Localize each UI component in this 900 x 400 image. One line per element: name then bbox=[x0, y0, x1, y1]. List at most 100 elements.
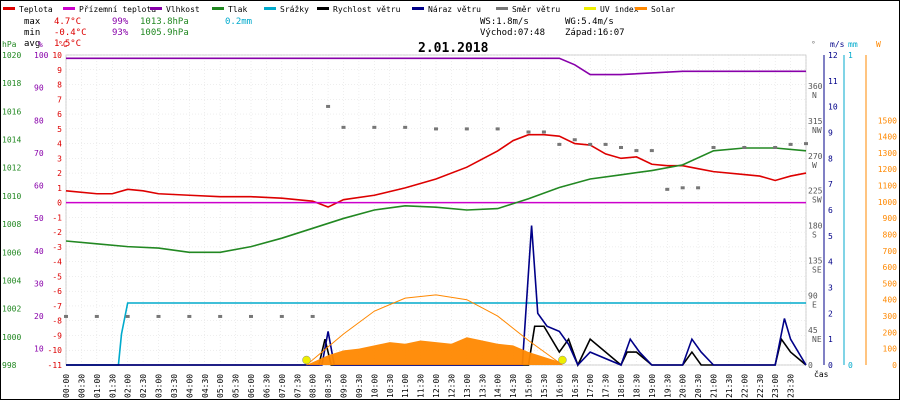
axis-tick-time: 05:00 bbox=[216, 374, 225, 398]
axis-tick-hpa: 1016 bbox=[2, 107, 21, 116]
axis-tick-ms: 6 bbox=[828, 206, 833, 215]
wind-direction-point bbox=[619, 146, 623, 149]
axis-tick-cardinal: S bbox=[812, 231, 817, 240]
axis-tick-cardinal: W bbox=[812, 161, 817, 170]
axis-tick-time: 08:00 bbox=[309, 374, 318, 398]
axis-tick-time: 10:00 bbox=[370, 374, 379, 398]
axis-tick-watts: 500 bbox=[883, 279, 898, 288]
axis-tick-time: 07:30 bbox=[293, 374, 302, 398]
axis-tick-time: 14:30 bbox=[509, 374, 518, 398]
series-line bbox=[65, 133, 807, 208]
axis-tick-celsius: -9 bbox=[52, 331, 62, 340]
axis-tick-time: 22:00 bbox=[740, 374, 749, 398]
wind-direction-point bbox=[526, 130, 531, 134]
axis-tick-celsius: -4 bbox=[52, 258, 62, 267]
wind-direction-point bbox=[249, 314, 253, 318]
axis-tick-ms: 1 bbox=[828, 335, 833, 344]
wind-direction-point bbox=[696, 186, 701, 190]
axis-tick-time: 21:00 bbox=[710, 374, 719, 398]
axis-tick-time: 15:30 bbox=[540, 374, 549, 398]
wind-direction-point bbox=[588, 142, 593, 146]
stat-max-press: 1013.8hPa bbox=[140, 17, 189, 27]
axis-tick-time: 09:30 bbox=[355, 374, 364, 398]
axis-tick-direction: 180 bbox=[808, 222, 823, 231]
axis-tick-celsius: -11 bbox=[48, 361, 63, 370]
axis-tick-celsius: -2 bbox=[52, 228, 62, 237]
axis-tick-cardinal: N bbox=[812, 91, 817, 100]
axis-tick-celsius: -3 bbox=[52, 243, 62, 252]
wind-direction-point bbox=[804, 142, 808, 146]
wind-gust-max: WG:5.4m/s bbox=[565, 17, 614, 27]
axis-tick-ms: 9 bbox=[828, 129, 833, 138]
axis-tick-time: 03:00 bbox=[155, 374, 164, 398]
legend-label: UV index bbox=[600, 5, 639, 14]
axis-tick-watts: 800 bbox=[883, 230, 898, 239]
stat-avg-temp: 1.5°C bbox=[54, 39, 81, 49]
wind-direction-point bbox=[572, 138, 577, 142]
axis-tick-watts: 1000 bbox=[878, 198, 897, 207]
axis-tick-ms: 3 bbox=[828, 284, 833, 293]
axis-tick-pct: 60 bbox=[34, 182, 44, 191]
axis-tick-watts: 700 bbox=[883, 247, 898, 256]
axis-tick-watts: 400 bbox=[883, 296, 898, 305]
wind-direction-point bbox=[773, 146, 778, 149]
axis-tick-ms: 2 bbox=[828, 309, 833, 318]
wind-speed-avg: WS:1.8m/s bbox=[480, 17, 529, 27]
axis-tick-celsius: -1 bbox=[52, 213, 62, 222]
wind-direction-point bbox=[649, 149, 654, 153]
axis-tick-time: 11:00 bbox=[401, 374, 410, 398]
axis-tick-mm: 1 bbox=[848, 51, 853, 60]
axis-unit-celsius: °C bbox=[58, 40, 68, 49]
axis-unit-time: čas bbox=[814, 369, 829, 379]
axis-tick-ms: 0 bbox=[828, 361, 833, 370]
axis-tick-hpa: 1006 bbox=[2, 248, 21, 257]
sun-marker bbox=[302, 355, 311, 365]
axis-tick-ms: 12 bbox=[828, 51, 838, 60]
axis-tick-celsius: 9 bbox=[57, 66, 62, 75]
stat-max-label: max bbox=[24, 17, 41, 27]
series-line bbox=[65, 147, 807, 254]
axis-tick-time: 11:30 bbox=[417, 374, 426, 398]
sunset-time: Západ:16:07 bbox=[565, 28, 625, 38]
series-solar-area bbox=[306, 337, 563, 365]
axis-tick-celsius: -10 bbox=[48, 346, 63, 355]
legend-swatch bbox=[584, 7, 596, 10]
axis-tick-cardinal: SE bbox=[812, 265, 822, 274]
stat-max-rain: 0.2mm bbox=[225, 17, 252, 27]
axis-tick-time: 23:00 bbox=[771, 374, 780, 398]
axis-tick-direction: 45 bbox=[808, 326, 818, 335]
wind-direction-point bbox=[495, 127, 500, 131]
axis-tick-ms: 4 bbox=[828, 258, 833, 267]
axis-tick-time: 12:00 bbox=[432, 374, 441, 398]
axis-tick-time: 12:30 bbox=[447, 374, 456, 398]
axis-tick-celsius: 1 bbox=[57, 184, 62, 193]
axis-tick-hpa: 998 bbox=[2, 361, 17, 370]
legend-label: Náraz větru bbox=[428, 5, 481, 14]
wind-direction-point bbox=[372, 125, 377, 129]
axis-tick-time: 16:00 bbox=[555, 374, 564, 398]
axis-tick-time: 02:30 bbox=[139, 374, 148, 398]
axis-tick-time: 02:00 bbox=[124, 374, 133, 398]
axis-tick-watts: 0 bbox=[892, 361, 897, 370]
axis-tick-watts: 1400 bbox=[878, 133, 897, 142]
wind-direction-point bbox=[541, 130, 546, 134]
axis-tick-time: 09:00 bbox=[340, 374, 349, 398]
axis-tick-celsius: 5 bbox=[57, 125, 62, 134]
wind-direction-point bbox=[326, 104, 331, 108]
legend-swatch bbox=[317, 7, 329, 10]
legend-label: Vlhkost bbox=[166, 5, 200, 14]
axis-tick-hpa: 1020 bbox=[2, 51, 21, 60]
axis-tick-pct: 80 bbox=[34, 116, 44, 125]
wind-direction-point bbox=[187, 314, 192, 318]
axis-tick-hpa: 1004 bbox=[2, 276, 21, 285]
axis-tick-celsius: 8 bbox=[57, 81, 62, 90]
wind-direction-point bbox=[634, 149, 639, 153]
axis-tick-celsius: 0 bbox=[57, 199, 62, 208]
axis-tick-direction: 90 bbox=[808, 291, 818, 300]
axis-unit-mm: mm bbox=[848, 40, 858, 49]
wind-direction-point bbox=[434, 127, 438, 131]
axis-tick-watts: 300 bbox=[883, 312, 898, 321]
axis-tick-time: 06:00 bbox=[247, 374, 256, 398]
axis-tick-ms: 7 bbox=[828, 180, 833, 189]
axis-tick-pct: 30 bbox=[34, 279, 44, 288]
